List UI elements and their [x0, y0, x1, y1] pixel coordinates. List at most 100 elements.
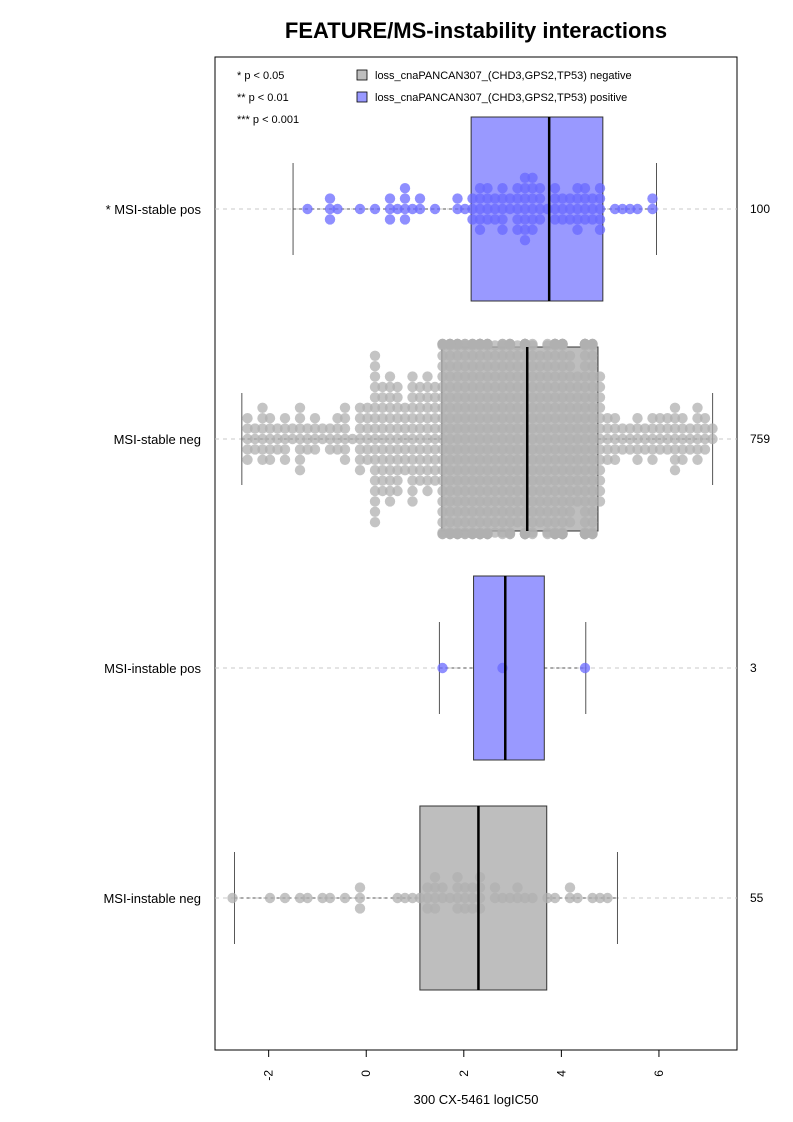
data-point [339, 423, 351, 434]
data-point [384, 381, 396, 393]
data-point [369, 475, 381, 486]
data-point [504, 203, 516, 215]
data-point [677, 433, 688, 445]
data-point [564, 444, 576, 455]
data-point [489, 413, 501, 424]
data-point [414, 465, 426, 476]
data-point [429, 454, 441, 465]
data-point [489, 361, 501, 372]
data-point [497, 371, 508, 382]
data-point [579, 183, 591, 194]
data-point [519, 892, 531, 904]
data-point [549, 371, 561, 382]
data-point [452, 371, 463, 382]
data-point [542, 338, 553, 350]
data-point [429, 402, 441, 413]
data-point [429, 423, 441, 434]
data-point [407, 381, 418, 393]
data-point [677, 454, 688, 465]
data-point [534, 402, 546, 413]
data-point [392, 402, 403, 413]
data-point [467, 361, 478, 372]
data-point [587, 402, 598, 413]
data-point [602, 454, 613, 465]
data-point [474, 528, 486, 540]
data-point [369, 465, 381, 476]
data-point [467, 475, 478, 486]
data-point [587, 475, 598, 486]
data-point [557, 485, 568, 497]
data-point [257, 444, 268, 455]
data-point [602, 433, 613, 445]
data-point [504, 465, 516, 476]
data-point [369, 402, 381, 413]
data-point [407, 485, 418, 497]
data-point [407, 433, 418, 445]
data-point [564, 402, 576, 413]
data-point [437, 413, 448, 424]
data-point [527, 433, 538, 445]
data-point [519, 338, 531, 350]
data-point [549, 423, 561, 434]
data-point [572, 496, 583, 507]
data-point [399, 413, 411, 424]
data-point [257, 413, 268, 424]
data-point [692, 402, 703, 413]
data-point [527, 444, 538, 455]
data-point [519, 224, 531, 235]
data-point [594, 485, 606, 497]
data-point [579, 203, 591, 215]
data-point [354, 892, 366, 904]
data-point [497, 203, 508, 215]
data-point [392, 454, 403, 465]
data-point [692, 454, 703, 465]
data-point [692, 413, 703, 424]
data-point [437, 381, 448, 393]
data-point [542, 517, 553, 528]
data-point [684, 433, 696, 445]
data-point [369, 517, 381, 528]
data-point [527, 423, 538, 434]
data-point [459, 454, 471, 465]
data-point [489, 392, 501, 403]
data-point [579, 214, 591, 225]
data-point [459, 413, 471, 424]
data-point [489, 485, 501, 497]
data-point [264, 433, 276, 445]
data-point [467, 465, 478, 476]
data-point [467, 392, 478, 403]
data-point [587, 465, 598, 476]
data-point [414, 392, 426, 403]
data-point [474, 454, 486, 465]
data-point [482, 475, 493, 486]
data-point [474, 203, 486, 215]
data-point [572, 892, 583, 904]
data-point [609, 454, 621, 465]
data-point [497, 392, 508, 403]
data-point [609, 444, 621, 455]
data-point [279, 413, 291, 424]
data-point [512, 183, 523, 194]
data-point [587, 338, 598, 350]
data-point [542, 371, 553, 382]
data-point [534, 517, 546, 528]
data-point [392, 423, 403, 434]
data-point [482, 517, 493, 528]
data-point [422, 465, 433, 476]
data-point [602, 413, 613, 424]
data-point [279, 892, 291, 904]
data-point [512, 392, 523, 403]
data-point [534, 475, 546, 486]
data-point [504, 444, 516, 455]
data-point [324, 193, 336, 204]
data-point [564, 454, 576, 465]
data-point [489, 193, 501, 204]
points [302, 172, 658, 246]
data-point [459, 892, 471, 904]
data-point [542, 402, 553, 413]
data-point [482, 402, 493, 413]
data-point [587, 454, 598, 465]
data-point [452, 872, 463, 883]
data-point [302, 423, 313, 434]
data-point [534, 392, 546, 403]
